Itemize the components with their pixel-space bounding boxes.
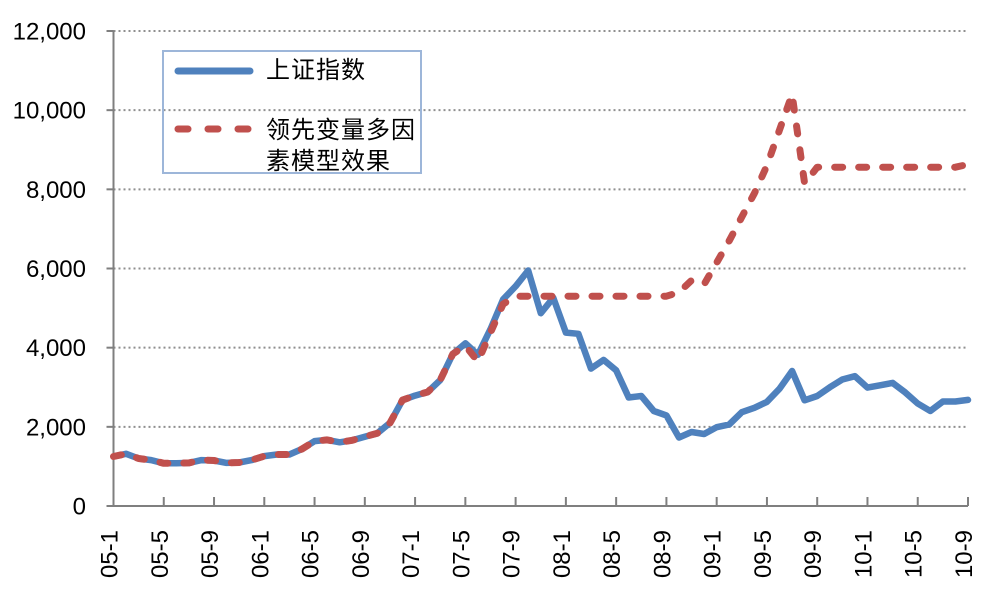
x-axis-label: 08-1 — [549, 530, 576, 578]
dashed-line-swatch — [174, 125, 254, 133]
x-axis-label: 05-1 — [97, 530, 124, 578]
legend-label-shanghai-index: 上证指数 — [266, 57, 366, 84]
x-axis-label: 05-9 — [197, 530, 224, 578]
y-axis-label: 10,000 — [13, 98, 86, 125]
x-axis-label: 10-9 — [951, 530, 978, 578]
x-axis-label: 06-5 — [298, 530, 325, 578]
y-axis-label: 12,000 — [13, 19, 86, 46]
y-axis-label: 4,000 — [26, 335, 86, 362]
legend-item-shanghai-index: 上证指数 — [174, 57, 420, 85]
x-axis-label: 06-1 — [247, 530, 274, 578]
x-axis-label: 08-5 — [599, 530, 626, 578]
y-axis-label: 2,000 — [26, 414, 86, 441]
x-axis-label: 07-5 — [448, 530, 475, 578]
x-axis-label: 06-9 — [348, 530, 375, 578]
x-axis-label: 09-5 — [750, 530, 777, 578]
x-axis-label: 10-5 — [901, 530, 928, 578]
legend-label-model: 领先变量多因素模型效果 — [266, 117, 416, 175]
legend-item-model: 领先变量多因素模型效果 — [174, 115, 420, 177]
x-axis-label: 08-9 — [649, 530, 676, 578]
x-axis-label: 10-1 — [850, 530, 877, 578]
x-axis-label: 07-9 — [499, 530, 526, 578]
y-axis-label: 0 — [73, 494, 86, 521]
x-axis-label: 09-9 — [800, 530, 827, 578]
legend: 上证指数 领先变量多因素模型效果 — [162, 50, 422, 177]
x-axis-label: 07-1 — [398, 530, 425, 578]
y-axis-label: 6,000 — [26, 256, 86, 283]
solid-line-swatch — [174, 67, 254, 75]
series-line-1 — [110, 90, 972, 467]
x-axis-label: 05-5 — [147, 530, 174, 578]
x-axis-label: 09-1 — [700, 530, 727, 578]
series-line-0 — [110, 267, 972, 467]
y-axis-label: 8,000 — [26, 177, 86, 204]
